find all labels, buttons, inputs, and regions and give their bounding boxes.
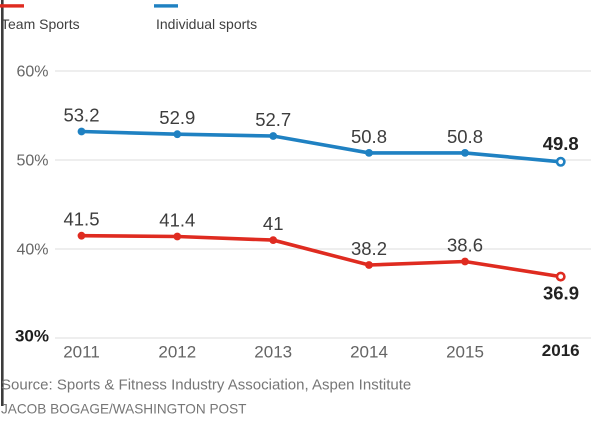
svg-text:Source: Sports & Fitness Indus: Source: Sports & Fitness Industry Associ… — [1, 377, 411, 394]
svg-text:50.8: 50.8 — [447, 126, 483, 147]
svg-text:52.9: 52.9 — [159, 107, 195, 128]
svg-text:2012: 2012 — [158, 343, 196, 362]
svg-text:49.8: 49.8 — [543, 133, 579, 154]
svg-text:2013: 2013 — [254, 343, 292, 362]
svg-text:50%: 50% — [16, 153, 48, 170]
svg-text:38.6: 38.6 — [447, 235, 483, 256]
svg-text:53.2: 53.2 — [63, 105, 99, 126]
svg-text:41.5: 41.5 — [63, 209, 99, 230]
svg-text:JACOB BOGAGE/WASHINGTON POST: JACOB BOGAGE/WASHINGTON POST — [1, 402, 246, 417]
svg-text:36.9: 36.9 — [543, 283, 579, 304]
svg-text:2011: 2011 — [63, 343, 100, 362]
svg-text:50.8: 50.8 — [351, 126, 387, 147]
svg-text:2015: 2015 — [446, 343, 484, 362]
svg-text:52.7: 52.7 — [255, 109, 291, 130]
svg-text:2014: 2014 — [350, 343, 388, 362]
svg-text:41: 41 — [263, 213, 284, 234]
svg-text:30%: 30% — [15, 326, 49, 345]
svg-text:60%: 60% — [16, 64, 48, 81]
svg-text:38.2: 38.2 — [351, 238, 387, 259]
svg-text:41.4: 41.4 — [159, 210, 195, 231]
svg-text:Team Sports: Team Sports — [1, 16, 80, 32]
svg-text:2016: 2016 — [542, 341, 580, 360]
svg-text:Individual sports: Individual sports — [156, 16, 257, 32]
svg-text:40%: 40% — [16, 242, 48, 259]
